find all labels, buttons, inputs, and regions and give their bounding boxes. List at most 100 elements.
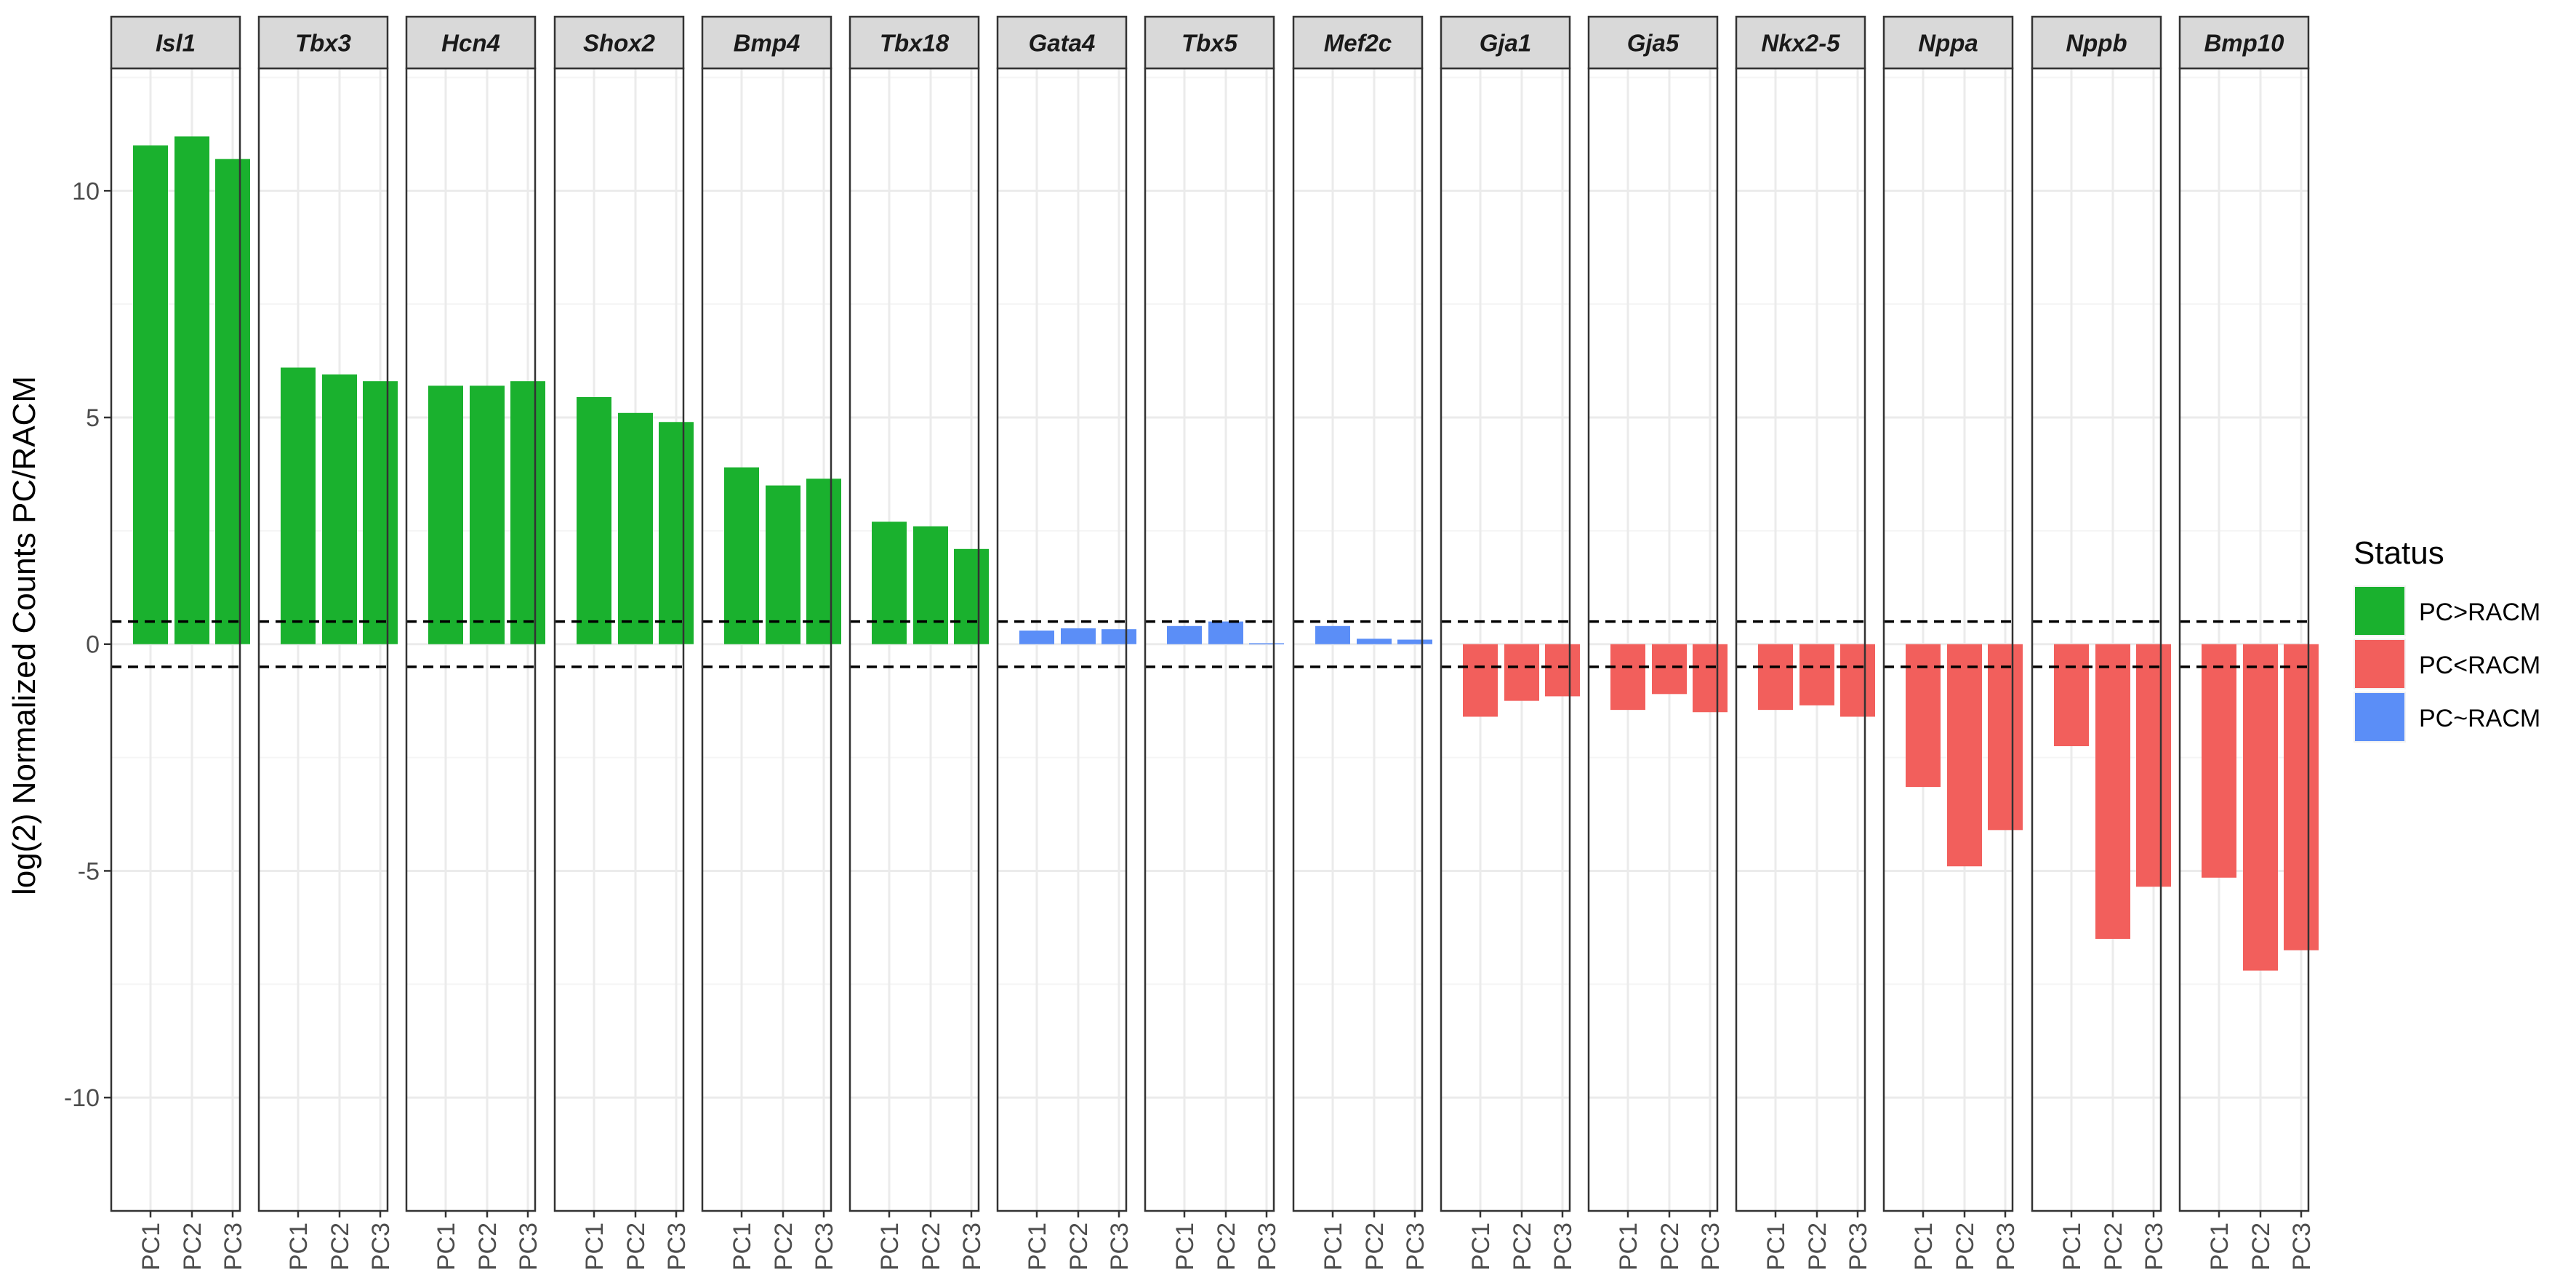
x-tick-label: PC3 — [663, 1223, 691, 1271]
bar-tbx18-pc3 — [954, 548, 989, 644]
bar-tbx5-pc1 — [1167, 625, 1202, 644]
bar-mef2c-pc3 — [1397, 639, 1432, 644]
x-tick-label: PC2 — [1951, 1223, 1979, 1271]
bar-bmp4-pc3 — [806, 479, 841, 644]
y-tick-label: 5 — [86, 404, 100, 432]
strip-background — [1440, 15, 1571, 70]
strip-background — [996, 15, 1128, 70]
x-tick-label: PC1 — [1910, 1223, 1938, 1271]
strip-label: Nppb — [2066, 30, 2127, 57]
y-tick-label: 0 — [86, 631, 100, 659]
x-tick-label: PC1 — [2206, 1223, 2234, 1271]
bar-nppb-pc1 — [2054, 644, 2089, 747]
bar-nkx2-5-pc1 — [1758, 644, 1793, 711]
bar-mef2c-pc1 — [1315, 625, 1350, 644]
x-tick-label: PC3 — [1106, 1223, 1133, 1271]
bar-bmp10-pc3 — [2284, 644, 2319, 951]
panel-mef2c: Mef2c PC1 PC2 PC3 — [1292, 15, 1432, 1271]
panel-background — [1441, 68, 1570, 1211]
x-tick-label: PC3 — [1549, 1223, 1577, 1271]
x-tick-label: PC3 — [958, 1223, 986, 1271]
bar-hcn4-pc3 — [510, 381, 545, 644]
x-tick-label: PC2 — [918, 1223, 945, 1271]
x-tick-label: PC2 — [1804, 1223, 1831, 1271]
legend-title: Status — [2354, 535, 2444, 571]
legend-label: PC<RACM — [2419, 652, 2540, 679]
bar-tbx18-pc1 — [872, 521, 907, 644]
strip-label: Tbx3 — [295, 30, 351, 57]
bar-gja1-pc2 — [1504, 644, 1539, 701]
strip-label: Mef2c — [1324, 30, 1392, 57]
strip-label: Tbx18 — [880, 30, 950, 57]
bar-nppa-pc3 — [1988, 644, 2023, 831]
panel-background — [1589, 68, 1717, 1211]
bar-tbx5-pc2 — [1208, 621, 1243, 644]
x-tick-label: PC3 — [811, 1223, 838, 1271]
x-tick-label: PC1 — [1762, 1223, 1790, 1271]
x-tick-label: PC3 — [515, 1223, 542, 1271]
bar-tbx5-pc3 — [1249, 643, 1284, 644]
bar-gja1-pc1 — [1463, 644, 1498, 717]
panel-nppb: Nppb PC1 PC2 PC3 — [2031, 15, 2171, 1271]
bar-nppb-pc2 — [2095, 644, 2130, 939]
strip-background — [701, 15, 832, 70]
strip-background — [1882, 15, 2014, 70]
x-tick-label: PC1 — [285, 1223, 313, 1271]
bar-nppb-pc3 — [2136, 644, 2171, 887]
y-axis: 10 5 0 -5 -10 — [64, 177, 111, 1112]
panel-tbx5: Tbx5 PC1 PC2 PC3 — [1144, 15, 1284, 1271]
y-tick-label: 10 — [72, 177, 100, 205]
strip-background — [1144, 15, 1275, 70]
x-tick-label: PC3 — [1402, 1223, 1429, 1271]
panel-tbx18: Tbx18 PC1 PC2 PC3 — [848, 15, 989, 1271]
panel-nkx2-5: Nkx2-5 PC1 PC2 PC3 — [1735, 15, 1875, 1271]
bar-tbx3-pc3 — [363, 381, 398, 644]
bar-nppa-pc2 — [1947, 644, 1982, 867]
x-tick-label: PC1 — [1615, 1223, 1642, 1271]
bar-tbx3-pc1 — [281, 367, 316, 644]
panel-hcn4: Hcn4 PC1 PC2 PC3 — [405, 15, 545, 1271]
strip-background — [405, 15, 537, 70]
bar-nkx2-5-pc3 — [1840, 644, 1875, 717]
x-tick-label: PC3 — [1992, 1223, 2020, 1271]
x-tick-label: PC1 — [2058, 1223, 2086, 1271]
bar-bmp4-pc1 — [724, 467, 759, 644]
x-tick-label: PC2 — [1065, 1223, 1093, 1271]
x-tick-label: PC2 — [1361, 1223, 1389, 1271]
strip-label: Nkx2-5 — [1761, 30, 1840, 57]
strip-background — [2178, 15, 2310, 70]
x-tick-label: PC3 — [1253, 1223, 1281, 1271]
strip-label: Bmp10 — [2204, 30, 2284, 57]
bar-nkx2-5-pc2 — [1799, 644, 1834, 705]
x-tick-label: PC1 — [581, 1223, 609, 1271]
bar-tbx18-pc2 — [913, 526, 948, 644]
strip-label: Tbx5 — [1181, 30, 1238, 57]
x-tick-label: PC2 — [1656, 1223, 1684, 1271]
x-tick-label: PC2 — [326, 1223, 354, 1271]
strip-label: Bmp4 — [734, 30, 801, 57]
x-tick-label: PC3 — [1697, 1223, 1725, 1271]
panel-background — [2032, 68, 2161, 1211]
panel-background — [1736, 68, 1865, 1211]
legend-swatch — [2355, 693, 2404, 741]
x-tick-label: PC2 — [2100, 1223, 2127, 1271]
bar-gata4-pc1 — [1019, 631, 1054, 644]
legend-label: PC>RACM — [2419, 599, 2540, 626]
x-tick-label: PC3 — [220, 1223, 247, 1271]
strip-label: Gata4 — [1029, 30, 1096, 57]
strip-background — [1735, 15, 1866, 70]
x-tick-label: PC2 — [770, 1223, 798, 1271]
bar-gja5-pc2 — [1652, 644, 1687, 695]
x-tick-label: PC2 — [474, 1223, 502, 1271]
x-tick-label: PC1 — [1320, 1223, 1347, 1271]
bar-gata4-pc3 — [1102, 629, 1136, 644]
x-tick-label: PC2 — [2247, 1223, 2275, 1271]
bar-isl1-pc2 — [174, 136, 209, 644]
panel-gata4: Gata4 PC1 PC2 PC3 — [996, 15, 1136, 1271]
bar-bmp10-pc1 — [2202, 644, 2236, 878]
bar-hcn4-pc1 — [428, 385, 463, 644]
strip-label: Shox2 — [583, 30, 656, 57]
x-tick-label: PC1 — [729, 1223, 756, 1271]
x-tick-label: PC2 — [622, 1223, 650, 1271]
